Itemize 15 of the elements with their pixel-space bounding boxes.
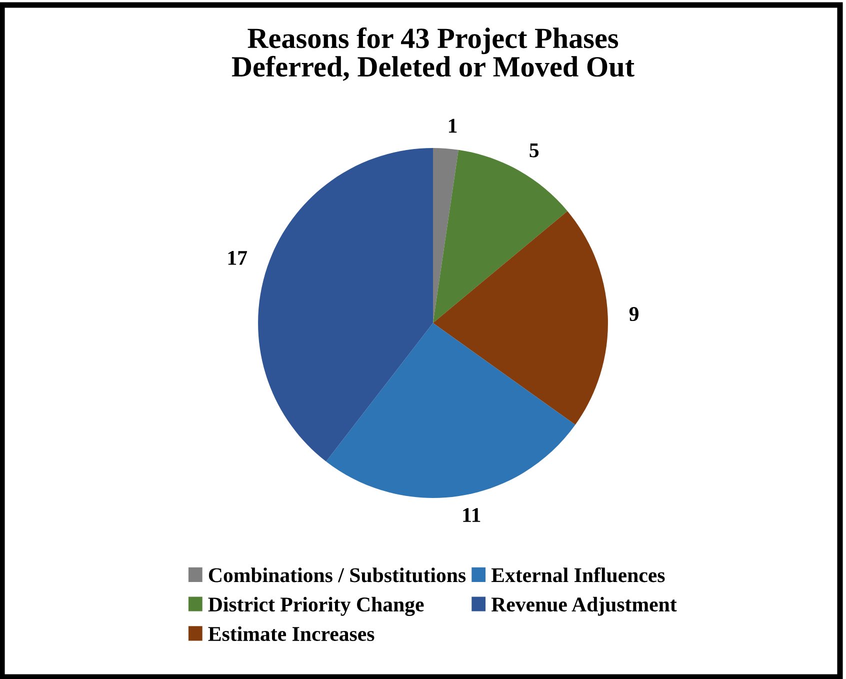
legend-label: Revenue Adjustment [491, 596, 677, 616]
legend-label: External Influences [491, 567, 665, 582]
legend-label: Estimate Increases [208, 626, 374, 642]
data-label: 11 [463, 508, 480, 522]
data-label: 1 [448, 118, 457, 133]
pie-slice [433, 211, 608, 425]
data-label: 9 [629, 307, 638, 322]
chart-title: Reasons for 43 Project Phases Deferred, Deleted or Moved Out [232, 27, 634, 81]
legend-label: District Priority Change [208, 596, 424, 616]
pie-slice [326, 323, 576, 498]
data-label: 17 [228, 250, 248, 265]
pie-slice [258, 148, 433, 462]
data-label: 5 [530, 143, 539, 158]
pie-slice [433, 148, 458, 323]
legend-label: Combinations / Substitutions [208, 568, 466, 582]
